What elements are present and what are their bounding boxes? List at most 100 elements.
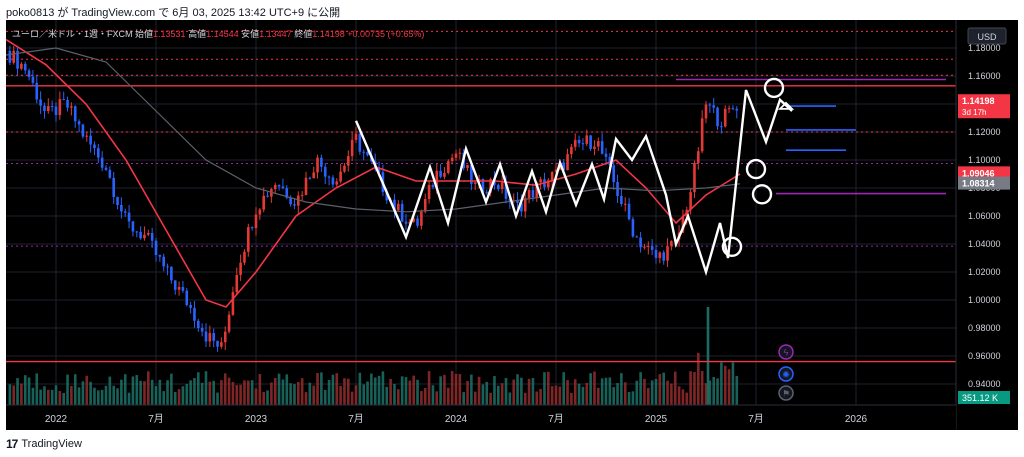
volume-bar [358,372,362,405]
volume-bar [220,380,223,405]
candle-body [81,124,85,137]
volume-bar [100,389,104,405]
tradingview-logo[interactable]: 17 TradingView [6,437,82,451]
volume-bar [481,384,485,405]
axis-layer: USD1.180001.160001.140001.120001.100001.… [6,20,1018,430]
volume-bar [335,373,339,405]
settings-badge-icon[interactable] [778,366,794,382]
volume-bar [200,382,204,405]
volume-bar [431,385,435,405]
volume-bar [620,373,623,405]
volume-bar [727,369,731,405]
candle-body [262,195,265,210]
y-tick-label: 0.96000 [968,351,1001,361]
volume-bar [693,372,696,405]
price-tag [958,166,1010,180]
candle-body [289,197,292,205]
candle-body [639,237,642,248]
volume-bar [350,391,354,405]
candle-body [727,108,731,110]
moving-average-slow-line [5,47,741,213]
volume-bar [581,386,585,405]
candle-body [585,135,589,144]
volume-bar [662,372,665,405]
legend-open-label: 始値 [135,28,153,39]
candle-body [554,169,558,173]
candle-body [135,231,139,233]
candle-body [12,50,15,63]
volume-bar [454,373,458,405]
candle-body [377,168,381,173]
y-tick-label: 1.12000 [968,127,1001,137]
candle-body [523,198,527,212]
volume-bar [147,371,150,405]
candle-body [620,195,623,205]
volume-bar [612,387,615,405]
volume-bar [227,377,231,405]
candle-body [23,63,27,71]
y-tick-label: 0.98000 [968,323,1001,333]
volume-bar [273,377,277,405]
candle-body [35,82,39,100]
candle-body [327,176,331,178]
price-tag-value: 1.09046 [962,168,995,178]
volume-bar [312,385,315,405]
candle-body [8,50,12,63]
volume-bar [162,391,165,405]
volume-bar [427,371,431,405]
candle-body [47,105,50,111]
candle-body [139,231,142,239]
candle-body [150,232,154,241]
volume-bar [281,379,285,405]
volume-bar [66,374,69,405]
volume-bar [377,375,381,405]
candle-body [570,146,573,155]
candle-body [627,203,631,220]
candle-body [331,177,335,185]
y-tick-label: 0.94000 [968,379,1001,389]
volume-bar [212,380,215,405]
flag-icon[interactable] [778,385,794,401]
volume-bar [308,382,312,405]
candle-body [716,107,719,127]
highlight-circle [745,158,767,180]
volume-bar [397,389,400,405]
candle-body [266,195,269,197]
candle-body [89,135,92,145]
volume-bar [47,389,50,405]
candle-body [466,164,469,169]
volume-bar [366,381,369,405]
volume-bar [681,389,685,405]
candle-body [243,251,246,263]
tradingview-logo-text: TradingView [21,438,82,450]
x-tick-label: 2025 [645,414,668,425]
lightning-icon[interactable] [778,344,794,360]
candle-body [654,249,658,258]
volume-bar [16,378,19,405]
candle-body [516,200,519,203]
candle-body [93,144,96,149]
candle-body [277,184,281,187]
volume-bar [170,373,173,405]
candle-body [400,203,404,222]
volume-bar [381,371,385,405]
currency-button[interactable] [967,27,1007,45]
candle-body [66,99,69,108]
volume-bar [697,352,700,405]
volume-bar [370,373,373,405]
candle-body [666,246,669,261]
chart-canvas[interactable]: USD1.180001.160001.140001.120001.100001.… [5,20,1018,430]
volume-bar [677,386,681,405]
chart-frame[interactable]: USD1.180001.160001.140001.120001.100001.… [5,20,1018,430]
volume-bar [443,374,446,405]
candle-body [235,274,239,293]
moving-average-fast-line [5,38,741,308]
legend-low-label: 安値 [241,28,259,39]
candle-body [97,148,100,158]
level-layer [6,30,956,363]
volume-bar [304,392,308,405]
candle-body [154,240,158,255]
volume-bar [31,387,35,405]
volume-bar [493,376,496,405]
candle-body [631,219,635,237]
